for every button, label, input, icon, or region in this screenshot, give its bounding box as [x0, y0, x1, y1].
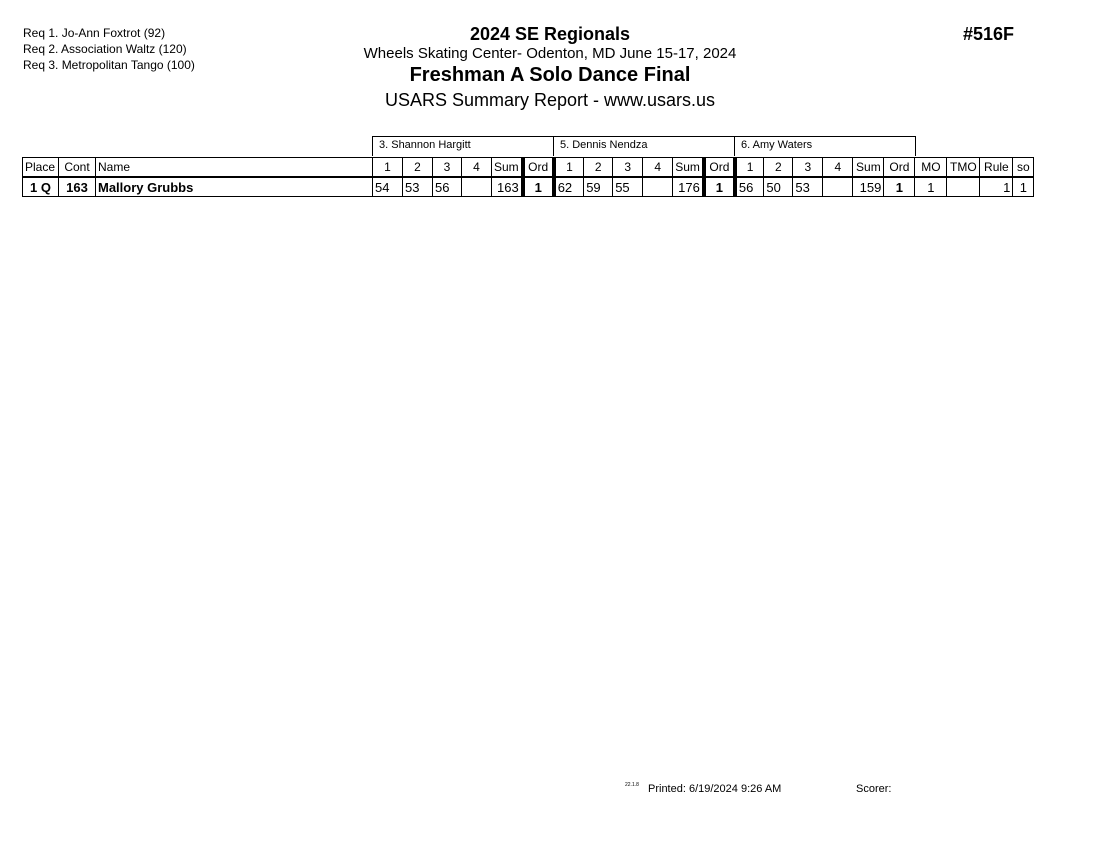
score-cell	[461, 176, 492, 197]
col-sum: Sum	[672, 157, 705, 178]
requirements-list: Req 1. Jo-Ann Foxtrot (92) Req 2. Associ…	[23, 25, 195, 73]
sum-cell: 159	[852, 176, 885, 197]
col-so: so	[1012, 157, 1035, 178]
report-subtitle: USARS Summary Report - www.usars.us	[384, 90, 716, 110]
score-cell: 56	[432, 176, 462, 197]
col-s1: 1	[372, 157, 403, 178]
place-cell: 1 Q	[22, 176, 59, 197]
col-s2: 2	[402, 157, 433, 178]
requirement-item: Req 1. Jo-Ann Foxtrot (92)	[23, 26, 166, 40]
score-cell: 53	[792, 176, 824, 197]
col-rule: Rule	[979, 157, 1014, 178]
col-s4: 4	[461, 157, 492, 178]
col-name: Name	[95, 157, 373, 178]
col-s3: 3	[432, 157, 462, 178]
score-cell: 54	[372, 176, 403, 197]
col-s2: 2	[583, 157, 614, 178]
score-cell: 55	[612, 176, 644, 197]
col-s4: 4	[822, 157, 854, 178]
sum-cell: 176	[672, 176, 705, 197]
ord-cell: 1	[701, 176, 737, 197]
col-s2: 2	[763, 157, 794, 178]
col-sum: Sum	[852, 157, 885, 178]
name-cell: Mallory Grubbs	[95, 176, 373, 197]
col-s3: 3	[792, 157, 824, 178]
scorer-label: Scorer:	[856, 783, 892, 795]
venue: Wheels Skating Center- Odenton, MD June …	[363, 45, 737, 62]
col-ord: Ord	[883, 157, 916, 178]
col-cont: Cont	[58, 157, 96, 178]
col-s4: 4	[642, 157, 674, 178]
score-cell: 62	[553, 176, 585, 197]
col-s1: 1	[734, 157, 765, 178]
judge-header: 6. Amy Waters	[734, 136, 916, 156]
so-cell: 1	[1012, 176, 1035, 197]
requirement-item: Req 3. Metropolitan Tango (100)	[23, 58, 195, 72]
judge-header: 3. Shannon Hargitt	[372, 136, 554, 156]
col-place: Place	[22, 157, 59, 178]
score-cell	[642, 176, 674, 197]
score-cell: 56	[734, 176, 765, 197]
version-label: 22.1.8	[625, 782, 639, 788]
score-cell	[822, 176, 854, 197]
col-s3: 3	[612, 157, 644, 178]
rule-cell: 1	[979, 176, 1014, 197]
col-sum: Sum	[490, 157, 524, 178]
page-title: Freshman A Solo Dance Final	[409, 64, 691, 86]
col-ord: Ord	[701, 157, 737, 178]
judge-header: 5. Dennis Nendza	[553, 136, 735, 156]
cont-cell: 163	[58, 176, 96, 197]
sum-cell: 163	[490, 176, 524, 197]
col-mo: MO	[914, 157, 948, 178]
ord-cell: 1	[520, 176, 556, 197]
col-ord: Ord	[520, 157, 556, 178]
ord-cell: 1	[883, 176, 916, 197]
table-row: 1 Q 163 Mallory Grubbs 54 53 56 163 1 62 59 55…	[22, 176, 1035, 197]
requirement-item: Req 2. Association Waltz (120)	[23, 42, 187, 56]
event-number: #516F	[963, 24, 1015, 44]
col-tmo: TMO	[946, 157, 981, 178]
tmo-cell	[946, 176, 981, 197]
printed-timestamp: Printed: 6/19/2024 9:26 AM	[648, 783, 782, 795]
score-cell: 59	[583, 176, 614, 197]
event-title: 2024 SE Regionals	[469, 24, 631, 44]
col-s1: 1	[553, 157, 585, 178]
score-cell: 53	[402, 176, 433, 197]
score-cell: 50	[763, 176, 794, 197]
mo-cell: 1	[914, 176, 948, 197]
